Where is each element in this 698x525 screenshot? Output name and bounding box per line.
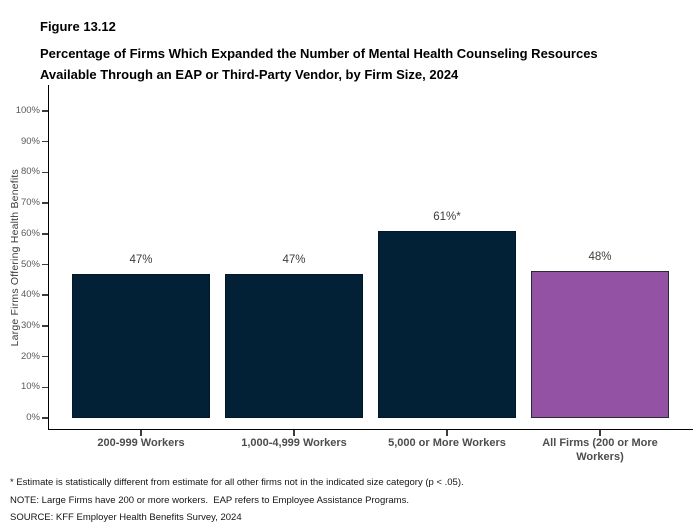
y-axis-tick-label: 100%: [15, 105, 40, 116]
y-axis-tick-label: 30%: [20, 319, 40, 331]
y-axis-tick: [41, 233, 48, 235]
y-axis-title-text: Large Firms Offering Health Benefits: [9, 168, 21, 347]
bar-value-label-2: 47%: [282, 253, 306, 266]
bar-2: [225, 273, 363, 418]
y-axis-tick-label: 10%: [20, 381, 40, 393]
y-axis-tick-label: 0%: [26, 412, 40, 423]
y-axis-tick: [41, 386, 48, 389]
bar-value-label-3: 61%*: [433, 210, 461, 223]
bar-3: [378, 230, 516, 418]
bar-4: [531, 270, 669, 418]
y-axis-tick: [41, 110, 48, 112]
plot-area: 0% 10% 20% 30% 40% 50% 60% 70% 80% 90% 100% 47% 200-…: [16, 85, 693, 463]
x-axis-tick: [293, 430, 295, 436]
x-axis-tick: [446, 430, 448, 436]
y-axis-tick-label: 20%: [20, 350, 40, 362]
bar-1: [72, 273, 210, 418]
x-axis-category-label-4: All Firms (200 or More Workers): [542, 437, 658, 463]
bar-value-label-4: 48%: [588, 250, 612, 263]
y-axis-tick-label: 90%: [20, 135, 40, 147]
footnote-note: NOTE: Large Firms have 200 or more worke…: [10, 494, 409, 506]
y-axis-tick: [41, 140, 48, 143]
x-axis-category-label-1: 200-999 Workers: [97, 437, 185, 449]
x-axis-tick: [599, 430, 601, 436]
y-axis-tick: [41, 263, 48, 266]
figure-number: Figure 13.12: [40, 19, 116, 34]
y-axis-tick: [41, 325, 48, 327]
y-axis-tick: [41, 355, 48, 358]
chart-footnotes: * Estimate is statistically different fr…: [10, 474, 694, 525]
y-axis-tick-label: 50%: [20, 258, 40, 270]
footnote-estimate: * Estimate is statistically different fr…: [10, 477, 464, 488]
x-axis-category-label-2: 1,000-4,999 Workers: [241, 437, 347, 449]
y-axis-tick-label: 70%: [20, 197, 40, 209]
y-axis-tick-label: 40%: [20, 289, 40, 301]
bar-value-label-1: 47%: [129, 253, 153, 266]
footnote-source: SOURCE: KFF Employer Health Benefits Sur…: [10, 512, 242, 523]
y-axis-tick-label: 60%: [20, 227, 40, 239]
x-axis-category-label-3: 5,000 or More Workers: [388, 437, 506, 449]
y-axis-tick: [41, 417, 48, 419]
chart-title-line-2: Available Through an EAP or Third-Party …: [40, 67, 459, 82]
y-axis-tick: [41, 294, 48, 296]
chart-header: Figure 13.12 Percentage of Firms Which E…: [40, 20, 688, 85]
y-axis-tick-label: 80%: [20, 166, 40, 178]
y-axis-tick: [41, 171, 48, 174]
chart-title-line-1: Percentage of Firms Which Expanded the N…: [40, 46, 598, 61]
y-axis-tick: [41, 202, 48, 204]
x-axis-tick: [140, 430, 142, 436]
